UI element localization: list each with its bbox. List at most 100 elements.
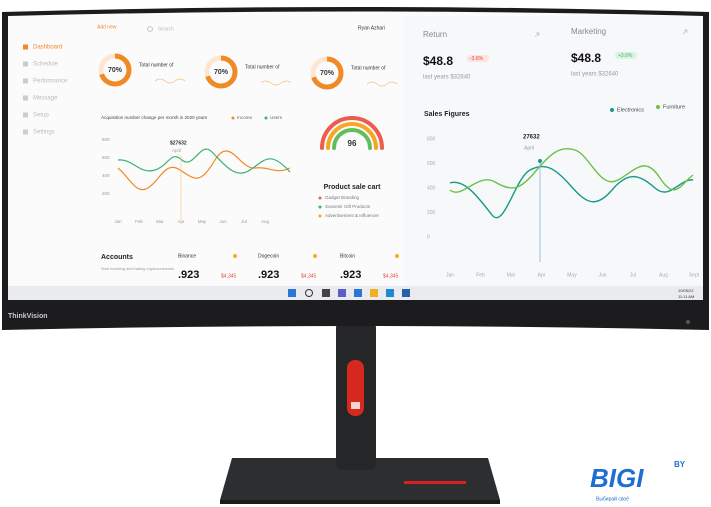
sidebar-item: Setup — [33, 113, 49, 119]
donut-sparkline — [366, 81, 398, 87]
neck-light — [351, 402, 360, 409]
sidebar-icon — [23, 61, 28, 67]
return-note: last years $32640 — [423, 75, 471, 81]
add-new: Add new — [97, 24, 117, 30]
income-line — [117, 150, 291, 191]
legend-dot — [231, 116, 235, 120]
marketing-change: +3.6% — [618, 53, 633, 59]
x-tick: Sept — [689, 272, 700, 278]
accounts-text: Start investing and trading cryptocurren… — [101, 267, 174, 271]
legend-dot — [264, 116, 268, 120]
taskbar-icons — [288, 289, 410, 297]
coin-icon — [233, 254, 237, 258]
coin-icon — [395, 254, 399, 258]
gauge-title: Product sale cart — [324, 184, 381, 191]
legend-users: Users — [270, 115, 283, 120]
y-tick: 600 — [102, 155, 110, 160]
x-tick: Jul — [241, 219, 247, 224]
return-badge — [467, 55, 489, 62]
sidebar-item: Settings — [33, 130, 55, 136]
sidebar-icon — [23, 44, 28, 50]
expand-icon — [682, 29, 688, 35]
sidebar-icon — [23, 78, 28, 84]
x-tick: Jun — [598, 272, 606, 278]
donut-value: 70% — [108, 67, 123, 74]
donut-arc — [98, 53, 132, 87]
x-tick: Feb — [135, 219, 143, 224]
electronics-line — [449, 165, 694, 219]
base-accent — [404, 481, 466, 484]
sidebar-icon — [23, 95, 28, 101]
watermark-slogan: Выбирай своё — [596, 495, 629, 502]
donut-arc — [204, 55, 238, 89]
donut-label: Total number of — [351, 65, 386, 71]
coin-icon — [313, 254, 317, 258]
donut-sparkline — [260, 80, 292, 86]
x-tick: Feb — [476, 272, 485, 278]
donut-value: 70% — [320, 70, 335, 77]
search-icon — [147, 26, 153, 32]
watermark-tld: BY — [674, 460, 686, 469]
marketing-title: Marketing — [571, 27, 606, 36]
coin-change: $4,345 — [383, 273, 399, 279]
content: Dashboard Schedule Performance Message Setup… — [8, 24, 700, 502]
user-name: Ryan Azhari — [358, 25, 385, 31]
item-dot — [318, 205, 322, 209]
watermark-logo: BIGI — [590, 463, 644, 493]
power-button — [686, 320, 690, 324]
y-tick: 800 — [427, 136, 436, 142]
gauge-item: Souvenir Gift Products — [325, 204, 371, 209]
sidebar-item: Dashboard — [33, 45, 62, 51]
gauge-arc — [320, 116, 384, 150]
x-tick: Jul — [630, 272, 636, 278]
x-tick: Mar — [156, 219, 164, 224]
legend-furniture: Furniture — [663, 104, 685, 110]
gauge-arc — [332, 128, 372, 150]
marketing-value: $48.8 — [571, 51, 601, 65]
y-tick: 400 — [427, 185, 436, 191]
furniture-line — [449, 148, 694, 193]
y-tick: 200 — [427, 210, 436, 216]
sales-title: Sales Figures — [424, 111, 470, 118]
stand-base-edge — [220, 500, 500, 504]
item-dot — [318, 214, 322, 218]
coin-change: $4,345 — [221, 273, 237, 279]
expand-icon — [534, 32, 540, 38]
donut-arc — [310, 56, 344, 90]
coin-value: .923 — [178, 269, 199, 281]
coin-value: .923 — [258, 269, 279, 281]
brand: ThinkVision — [8, 313, 48, 320]
peak-value: $27632 — [170, 140, 187, 146]
gauge-item: Gadget Branding — [325, 195, 360, 200]
coin-name: Bitcoin — [340, 253, 355, 259]
donut-value: 70% — [214, 69, 229, 76]
sidebar-item: Schedule — [33, 62, 59, 68]
legend-dot — [656, 105, 660, 109]
x-tick: Apr — [538, 272, 546, 278]
sidebar-icon — [23, 112, 28, 118]
donut-label: Total number of — [245, 64, 280, 70]
peak-value: 27632 — [523, 135, 540, 141]
taskbar-date: 10/05/22 — [678, 288, 694, 293]
gauge-arc — [326, 122, 378, 150]
taskbar-time: 11:11 AM — [678, 294, 694, 299]
marketing-note: last years $32640 — [571, 72, 619, 78]
coin-value: .923 — [340, 269, 361, 281]
donut-label: Total number of — [139, 62, 174, 68]
return-title: Return — [423, 30, 447, 39]
donut-sparkline — [154, 78, 186, 84]
acquisition-title: Acquisition number change per month in 2… — [101, 115, 208, 120]
x-tick: Jan — [114, 219, 122, 224]
gauge-value: 96 — [348, 139, 357, 148]
coin-change: $4,345 — [301, 273, 317, 279]
x-tick: Jun — [219, 219, 227, 224]
right-panel — [404, 16, 703, 286]
search: Search — [158, 26, 174, 32]
x-tick: Jan — [446, 272, 454, 278]
y-tick: 800 — [102, 137, 110, 142]
y-tick: 0 — [427, 234, 430, 240]
item-dot — [318, 196, 322, 200]
x-tick: Aug — [659, 272, 668, 278]
y-tick: 200 — [102, 191, 110, 196]
